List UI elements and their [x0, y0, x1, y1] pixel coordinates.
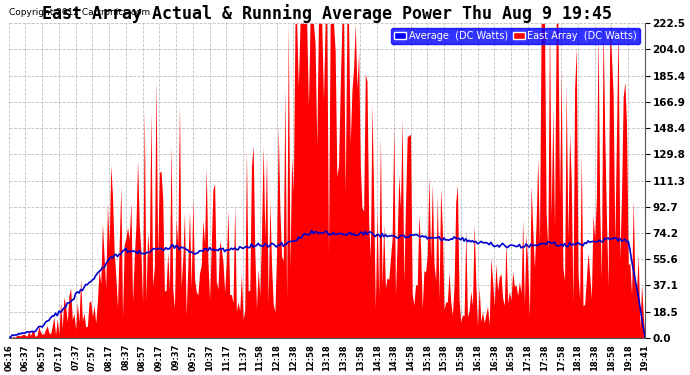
Text: Copyright 2012 Cartronics.com: Copyright 2012 Cartronics.com: [9, 8, 150, 17]
Legend: Average  (DC Watts), East Array  (DC Watts): Average (DC Watts), East Array (DC Watts…: [391, 28, 640, 44]
Title: East Array Actual & Running Average Power Thu Aug 9 19:45: East Array Actual & Running Average Powe…: [42, 4, 612, 23]
